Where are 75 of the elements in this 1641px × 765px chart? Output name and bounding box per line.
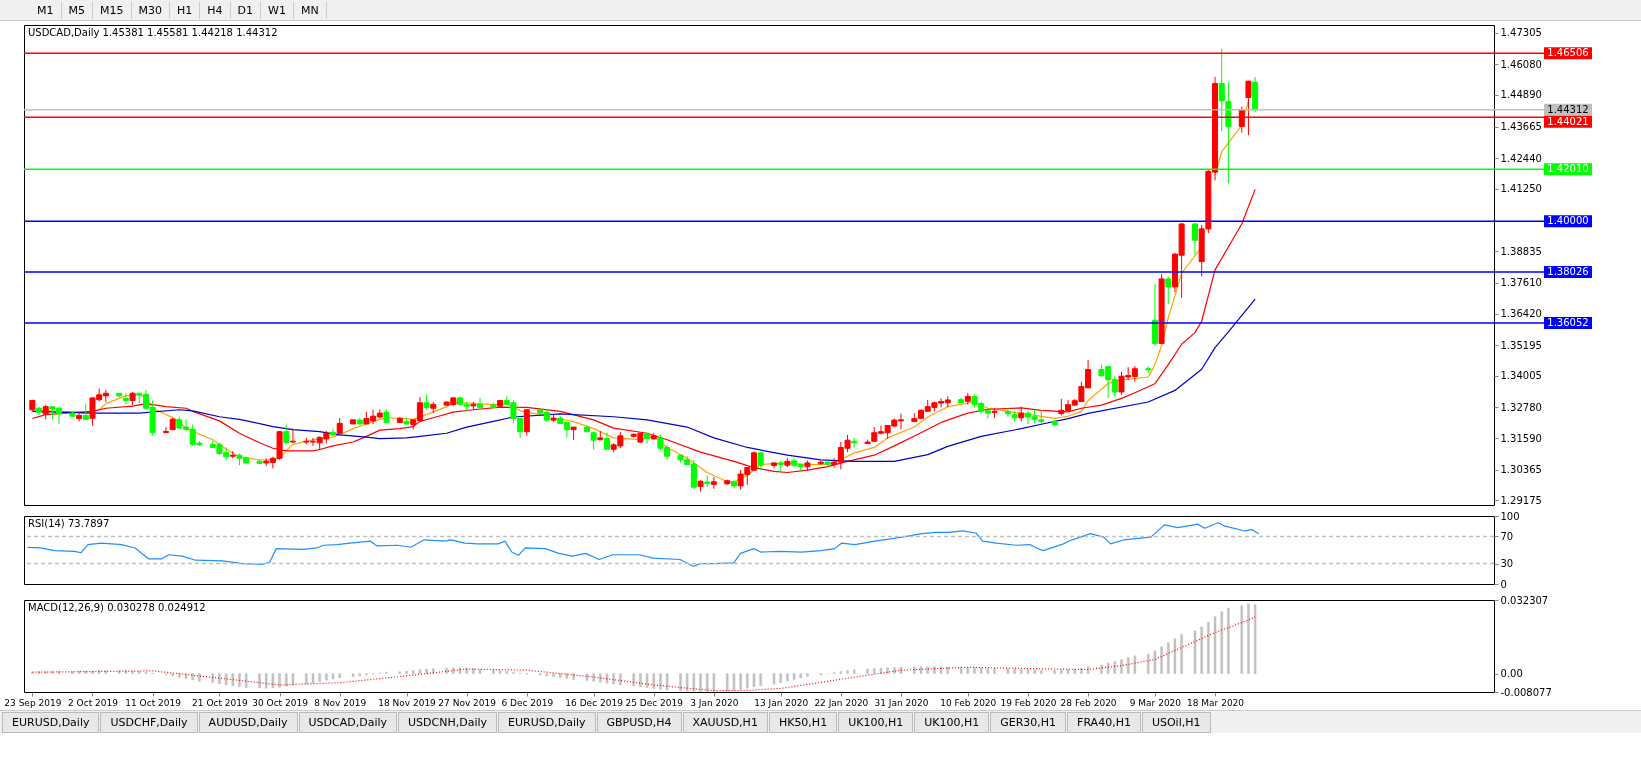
text: H1	[170, 1, 201, 19]
y-tick-label: 30	[1500, 558, 1514, 570]
y-tick-label: 0.032307	[1500, 594, 1549, 606]
y-tick-label: 1.41250	[1500, 183, 1542, 195]
ref-line-label: 1.42010	[1547, 163, 1589, 175]
x-tick-label: 18 Nov 2019	[378, 697, 437, 708]
y-tick-label: 0	[1500, 578, 1507, 590]
ref-line-label: 1.36052	[1547, 317, 1589, 329]
y-tick-label: 1.36420	[1500, 308, 1542, 320]
y-tick-label: 1.46080	[1500, 58, 1542, 70]
y-tick-label: 1.47305	[1500, 27, 1542, 39]
x-tick-label: 16 Dec 2019	[565, 697, 624, 708]
y-tick-label: 1.44890	[1500, 89, 1542, 101]
x-tick-label: 30 Oct 2019	[252, 697, 309, 708]
x-tick-label: 21 Oct 2019	[192, 697, 249, 708]
ref-line-label: 1.46506	[1547, 47, 1589, 59]
text: M1	[30, 1, 62, 19]
x-tick-label: 6 Dec 2019	[501, 697, 554, 708]
text: UK100,H1	[838, 711, 914, 733]
text: USOil,H1	[1141, 711, 1211, 733]
text: D1	[230, 1, 262, 19]
text: FRA40,H1	[1067, 711, 1141, 733]
x-tick-label: 3 Jan 2020	[690, 697, 739, 708]
text: EURUSD,Daily	[498, 711, 596, 733]
x-tick-label: 28 Feb 2020	[1060, 697, 1117, 708]
y-tick-label: 1.43665	[1500, 121, 1542, 133]
text: USDCAD,Daily	[298, 711, 398, 733]
x-tick-label: 10 Feb 2020	[940, 697, 997, 708]
y-tick-label: 1.37610	[1500, 277, 1542, 289]
text: USDCNH,Daily	[398, 711, 498, 733]
y-tick-label: 1.38835	[1500, 245, 1542, 257]
x-tick-label: 2 Oct 2019	[68, 697, 119, 708]
chart-title: RSI(14) 73.7897	[28, 518, 110, 529]
ref-line-label: 1.44312	[1547, 103, 1589, 115]
y-tick-label: 1.30365	[1500, 464, 1542, 476]
y-tick-label: 1.35195	[1500, 339, 1542, 351]
y-tick-label: 1.34005	[1500, 370, 1542, 382]
text: M15	[93, 1, 132, 19]
x-tick-label: 9 Mar 2020	[1129, 697, 1182, 708]
x-tick-label: 27 Nov 2019	[438, 697, 497, 708]
text: H4	[200, 1, 231, 19]
y-tick-label: 0.00	[1500, 668, 1523, 680]
y-tick-label: 1.42440	[1500, 152, 1542, 164]
x-tick-label: 25 Dec 2019	[625, 697, 684, 708]
text: AUDUSD,Daily	[198, 711, 298, 733]
text: M30	[131, 1, 170, 19]
text: M5	[61, 1, 93, 19]
text: UK100,H1	[914, 711, 990, 733]
text: GER30,H1	[990, 711, 1067, 733]
y-tick-label: 1.29175	[1500, 494, 1542, 506]
x-tick-label: 18 Mar 2020	[1187, 697, 1245, 708]
y-tick-label: -0.008077	[1500, 686, 1552, 698]
x-tick-label: 23 Sep 2019	[4, 697, 62, 708]
text: HK50,H1	[768, 711, 838, 733]
chart-title: MACD(12,26,9) 0.030278 0.024912	[28, 602, 206, 613]
text: USDCHF,Daily	[100, 711, 198, 733]
text: MN	[293, 1, 327, 19]
x-tick-label: 11 Oct 2019	[125, 697, 182, 708]
chart-title: USDCAD,Daily 1.45381 1.45581 1.44218 1.44312	[28, 27, 278, 38]
y-tick-label: 1.31590	[1500, 432, 1542, 444]
text: EURUSD,Daily	[2, 711, 100, 733]
ref-line-label: 1.40000	[1547, 215, 1589, 227]
y-tick-label: 1.32780	[1500, 401, 1542, 413]
x-tick-label: 31 Jan 2020	[874, 697, 929, 708]
ref-line-label: 1.44021	[1547, 115, 1589, 127]
y-tick-label: 70	[1500, 530, 1514, 542]
text: XAUUSD,H1	[682, 711, 768, 733]
x-tick-label: 8 Nov 2019	[314, 697, 367, 708]
text: W1	[261, 1, 294, 19]
x-tick-label: 19 Feb 2020	[1000, 697, 1057, 708]
x-tick-label: 13 Jan 2020	[754, 697, 809, 708]
ref-line-label: 1.38026	[1547, 266, 1589, 278]
text: GBPUSD,H4	[596, 711, 682, 733]
y-tick-label: 100	[1500, 510, 1520, 522]
x-tick-label: 22 Jan 2020	[814, 697, 869, 708]
